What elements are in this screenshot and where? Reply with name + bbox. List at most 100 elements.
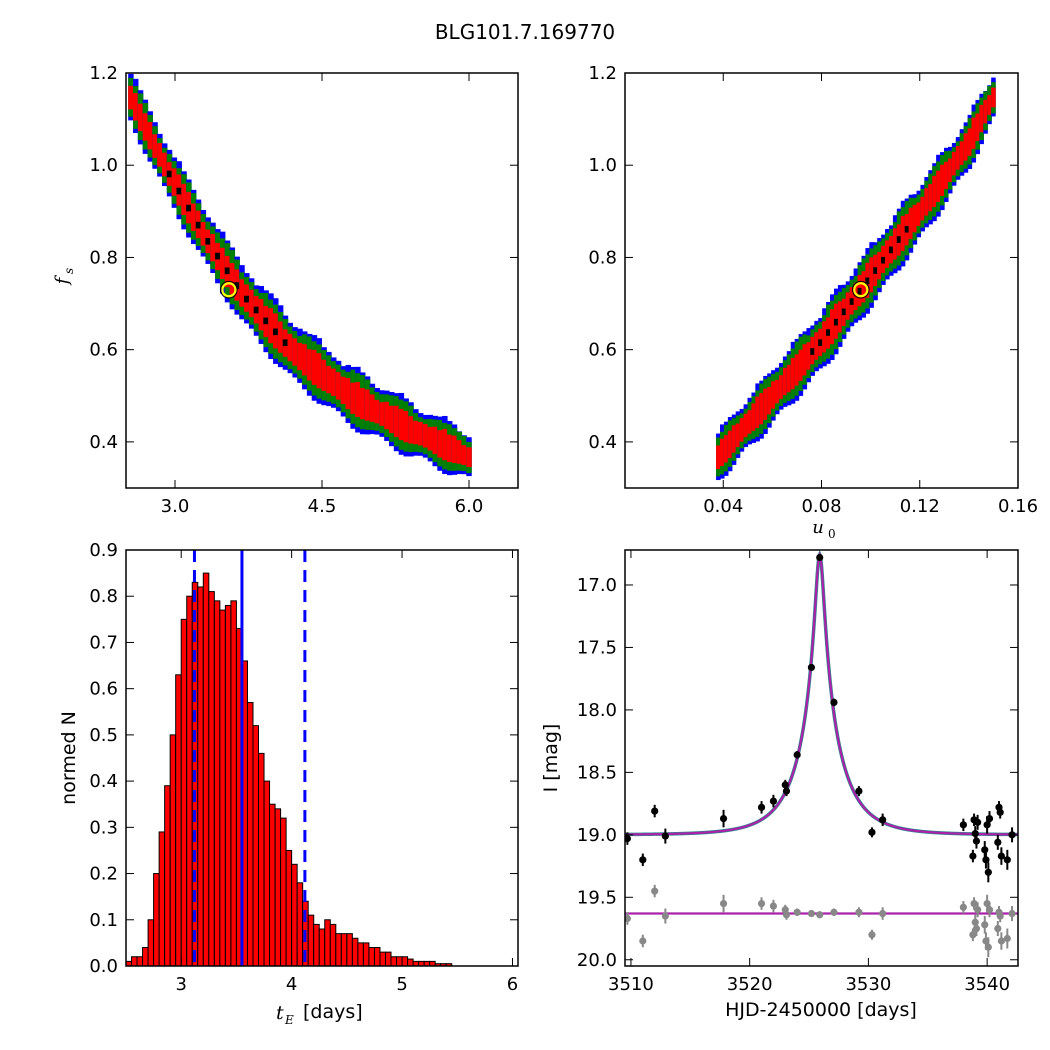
heatmap-cell (133, 104, 139, 110)
heatmap-cell (205, 225, 211, 230)
heatmap-cell (991, 87, 996, 93)
heatmap-cell (861, 300, 867, 305)
heatmap-cell (190, 214, 197, 220)
heatmap-cell (273, 340, 279, 345)
heatmap-cell (215, 242, 221, 248)
heatmap-cell (152, 145, 158, 151)
heatmap-cell (239, 306, 245, 312)
heatmap-cell (853, 286, 859, 291)
plot-frame (624, 549, 1019, 967)
heatmap-cell (731, 448, 737, 453)
heatmap-cell (771, 377, 776, 383)
heatmap-cell (263, 290, 269, 295)
histogram-bar (274, 808, 282, 967)
heatmap-cell (755, 437, 760, 442)
heatmap-cell (932, 169, 937, 175)
heatmap-cell (837, 320, 843, 325)
heatmap-cell (916, 217, 922, 223)
heatmap-cell (147, 137, 153, 142)
heatmap-cell (297, 328, 303, 334)
heatmap-cell (389, 437, 395, 442)
heatmap-cell (810, 348, 815, 355)
heatmap-cell (321, 350, 327, 355)
heatmap-cell (442, 432, 448, 438)
heatmap-cell (219, 231, 226, 237)
heatmap-cell (350, 390, 356, 395)
heatmap-cell (335, 372, 342, 377)
heatmap-cell (971, 158, 977, 163)
heatmap-cell (417, 417, 424, 422)
heatmap-cell (826, 346, 831, 352)
heatmap-cell (195, 245, 202, 250)
heatmap-cell (896, 236, 902, 243)
heatmap-cell (432, 449, 438, 455)
heatmap-cell (273, 298, 279, 303)
heatmap-cell (810, 340, 815, 346)
heatmap-cell (306, 376, 313, 381)
residual-point (793, 908, 801, 916)
heatmap-cell (936, 189, 941, 195)
heatmap-cell (802, 338, 808, 343)
heatmap-cell (190, 193, 197, 198)
heatmap-cell (716, 471, 721, 477)
heatmap-cell (849, 310, 855, 315)
heatmap-cell (364, 412, 371, 417)
heatmap-cell (166, 181, 173, 186)
heatmap-cell (234, 263, 240, 268)
heatmap-cell (826, 308, 831, 313)
heatmap-cell (739, 425, 745, 431)
heatmap-cell (335, 391, 342, 396)
heatmap-cell (830, 342, 835, 348)
heatmap-cell (814, 359, 819, 364)
heatmap-cell (133, 78, 139, 84)
heatmap-cell (171, 161, 178, 166)
heatmap-cell (904, 243, 910, 248)
heatmap-cell (268, 303, 274, 308)
heatmap-cell (900, 219, 906, 225)
heatmap-cell (861, 258, 867, 263)
heatmap-cell (861, 290, 867, 295)
heatmap-cell (885, 274, 890, 280)
heatmap-cell (778, 394, 784, 399)
heatmap-cell (786, 376, 792, 381)
heatmap-cell (735, 431, 741, 436)
heatmap-cell (798, 340, 804, 345)
heatmap-cell (398, 435, 405, 441)
heatmap-cell (775, 371, 780, 377)
histogram-bar (246, 702, 254, 967)
heatmap-cell (940, 191, 945, 196)
heatmap-cell (408, 423, 414, 429)
heatmap-cell (456, 435, 463, 440)
heatmap-cell (205, 217, 211, 222)
heatmap-cell (747, 410, 753, 415)
heatmap-cell (210, 245, 216, 250)
heatmap-cell (311, 349, 318, 355)
histogram-bar (169, 734, 177, 967)
heatmap-cell (833, 318, 839, 326)
heatmap-cell (798, 353, 804, 358)
heatmap-cell (229, 263, 236, 268)
heatmap-cell (427, 414, 434, 420)
heatmap-cell (790, 369, 796, 374)
heatmap-cell (248, 324, 255, 329)
y-tick-label: 0.9 (89, 540, 118, 561)
heatmap-cell (798, 372, 804, 378)
heatmap-cell (853, 268, 859, 273)
heatmap-cell (955, 153, 961, 159)
heatmap-cell (751, 414, 756, 420)
heatmap-cell (947, 177, 953, 183)
heatmap-cell (896, 208, 902, 214)
heatmap-cell (277, 344, 284, 349)
histogram-bar (313, 923, 320, 967)
heatmap-cell (287, 326, 294, 331)
heatmap-cell (924, 184, 929, 189)
heatmap-cell (979, 135, 984, 141)
heatmap-cell (331, 387, 337, 393)
heatmap-cell (229, 270, 236, 276)
heatmap-cell (755, 428, 760, 434)
heatmap-cell (335, 368, 342, 373)
heatmap-cell (991, 91, 996, 96)
heatmap-cell (802, 331, 808, 336)
heatmap-cell (912, 197, 918, 203)
heatmap-cell (716, 464, 721, 469)
